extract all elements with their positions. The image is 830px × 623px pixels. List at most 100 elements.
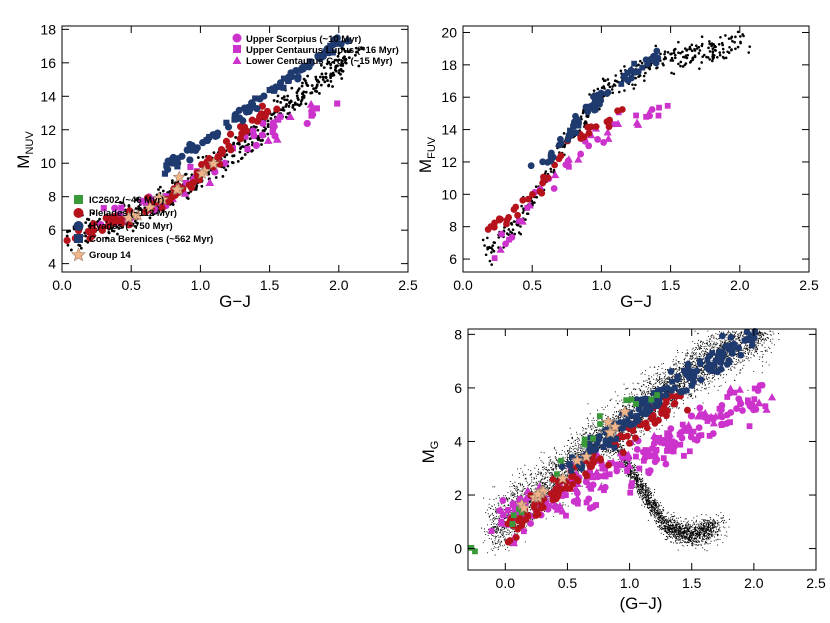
- data-point: [295, 91, 299, 94]
- data-point: [702, 342, 704, 344]
- data-point: [633, 409, 635, 411]
- data-point: [517, 489, 519, 491]
- data-point: [493, 548, 495, 550]
- data-point: [337, 71, 341, 75]
- data-point: [636, 382, 638, 384]
- data-point: [705, 345, 707, 347]
- data-point: [484, 528, 486, 530]
- data-point: [340, 77, 344, 80]
- data-point: [564, 451, 566, 453]
- data-point: [491, 505, 493, 508]
- data-point: [531, 481, 533, 483]
- data-point: [221, 174, 225, 178]
- data-point: [497, 547, 499, 549]
- data-point: [502, 528, 504, 531]
- data-point: [84, 234, 87, 238]
- data-point: [717, 42, 721, 46]
- data-point: [523, 485, 525, 488]
- data-point: [575, 431, 578, 433]
- data-point: [207, 156, 221, 170]
- data-point: [714, 375, 716, 377]
- data-point: [738, 360, 740, 362]
- data-point: [514, 211, 521, 219]
- data-point: [510, 221, 513, 225]
- x-tick-label: 0.5: [121, 277, 141, 293]
- data-point: [692, 357, 694, 359]
- data-point: [240, 157, 243, 161]
- data-point: [744, 344, 746, 346]
- data-point: [677, 62, 680, 66]
- data-point: [682, 403, 684, 405]
- data-point: [512, 203, 520, 211]
- data-point: [763, 332, 765, 334]
- data-point: [724, 56, 728, 60]
- y-tick-label: 16: [40, 55, 56, 71]
- data-point: [731, 39, 734, 43]
- data-point: [572, 449, 574, 451]
- data-point: [611, 91, 615, 95]
- data-point: [539, 457, 541, 459]
- data-point: [713, 374, 716, 376]
- data-point: [698, 384, 700, 386]
- data-point: [693, 49, 697, 52]
- data-point: [144, 194, 152, 202]
- data-point: [494, 538, 496, 540]
- data-point: [654, 386, 656, 388]
- data-point: [711, 347, 713, 350]
- data-point: [306, 99, 316, 108]
- y-tick-label: 10: [40, 155, 56, 171]
- data-point: [517, 231, 521, 234]
- data-point: [530, 476, 533, 478]
- data-point: [575, 445, 577, 447]
- data-point: [196, 156, 200, 159]
- data-point: [494, 516, 496, 518]
- data-point: [619, 400, 621, 402]
- data-point: [581, 449, 583, 452]
- data-point: [594, 425, 596, 427]
- data-point: [536, 477, 538, 479]
- data-point: [551, 487, 553, 489]
- data-point: [681, 379, 683, 381]
- data-point: [304, 90, 308, 94]
- data-point: [585, 431, 587, 433]
- data-point: [651, 387, 654, 389]
- data-point: [565, 472, 567, 474]
- data-point: [763, 340, 765, 342]
- data-point: [533, 482, 535, 484]
- data-point: [258, 102, 266, 110]
- data-point: [507, 500, 509, 502]
- data-point: [498, 539, 500, 541]
- data-point: [727, 332, 729, 334]
- data-point: [301, 81, 304, 85]
- data-point: [700, 35, 704, 38]
- data-point: [736, 30, 740, 34]
- data-point: [547, 479, 549, 481]
- data-point: [735, 335, 737, 337]
- data-point: [503, 495, 505, 497]
- data-point: [543, 484, 545, 486]
- data-point: [272, 134, 282, 143]
- data-point: [566, 444, 568, 447]
- data-point: [692, 341, 694, 343]
- x-tick-label: 1.5: [661, 277, 681, 293]
- data-point: [691, 348, 693, 350]
- data-point: [684, 62, 688, 65]
- data-point: [486, 247, 489, 251]
- data-point: [566, 454, 568, 456]
- data-point: [293, 108, 297, 111]
- data-point: [525, 480, 527, 482]
- data-point: [711, 334, 713, 336]
- data-point: [711, 50, 715, 53]
- data-point: [266, 132, 270, 136]
- y-tick-label: 20: [441, 24, 457, 40]
- data-point: [513, 487, 515, 490]
- data-point: [530, 509, 532, 511]
- data-point: [694, 44, 698, 48]
- data-point: [567, 450, 569, 453]
- data-point: [739, 338, 741, 340]
- data-point: [511, 474, 514, 476]
- data-point: [567, 449, 569, 451]
- data-point: [522, 471, 524, 473]
- data-point: [664, 102, 671, 109]
